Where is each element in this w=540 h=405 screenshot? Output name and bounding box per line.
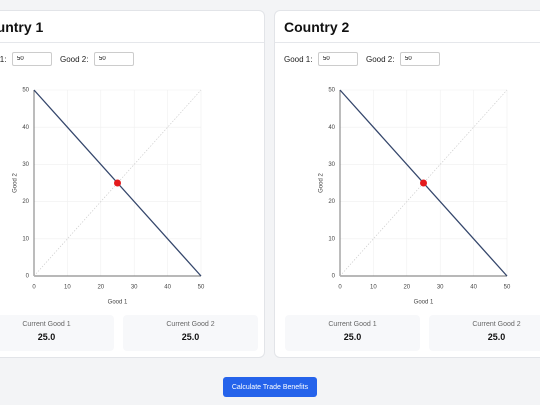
x-tick-label: 0 [338,285,342,291]
ppf-chart: 0 10 20 30 40 50 0 10 20 30 40 50 Good 1 Good 2 [13,88,205,306]
stat-box: Current Good 2 25.0 [429,315,540,351]
x-tick-label: 50 [504,285,511,291]
x-axis-label: Good 1 [108,300,128,306]
diagonal-line [33,89,202,277]
current-point [420,179,427,187]
y-tick-label: 10 [328,236,335,242]
x-tick-label: 0 [32,285,36,291]
stat-label: Current Good 2 [472,321,521,328]
stat-box: Current Good 1 25.0 [0,315,114,351]
input-label: Good 1: [0,55,7,64]
good-input[interactable] [12,52,52,66]
stat-value: 25.0 [181,332,200,342]
x-axis-label: Good 1 [414,300,434,306]
y-tick-label: 50 [22,88,29,94]
x-tick-label: 10 [64,285,71,291]
x-tick-label: 20 [403,285,410,291]
y-tick-label: 20 [22,199,29,205]
input-label: Good 2: [60,55,89,64]
stat-label: Current Good 2 [166,321,215,328]
y-tick-label: 30 [22,162,29,168]
panel-title: Country 2 [284,19,350,35]
input-label: Good 2: [366,55,395,64]
x-tick-label: 30 [437,285,444,291]
good-input[interactable] [94,52,134,66]
header-divider [275,42,540,43]
y-tick-label: 0 [26,274,30,280]
input-label: Good 1: [284,55,313,64]
y-tick-label: 40 [328,125,335,131]
y-tick-label: 20 [328,199,335,205]
stat-box: Current Good 2 25.0 [123,315,258,351]
y-tick-label: 10 [22,236,29,242]
y-axis-label: Good 2 [13,172,19,192]
x-tick-label: 20 [97,285,104,291]
stat-box: Current Good 1 25.0 [285,315,420,351]
x-tick-label: 40 [164,285,171,291]
stat-label: Current Good 1 [22,321,71,328]
x-tick-label: 10 [370,285,377,291]
x-tick-label: 50 [198,285,205,291]
panel-title: Country 1 [0,19,44,35]
good-input[interactable] [400,52,440,66]
ppf-chart: 0 10 20 30 40 50 0 10 20 30 40 50 Good 1 Good 2 [319,88,511,306]
y-tick-label: 50 [328,88,335,94]
stat-label: Current Good 1 [328,321,377,328]
x-tick-label: 30 [131,285,138,291]
y-axis-label: Good 2 [319,172,325,192]
stat-value: 25.0 [343,332,362,342]
header-divider [0,42,264,43]
country-panel: Country 1 Good 1: Good 2: 0 10 20 30 40 50 0 10 20 3… [0,10,265,358]
diagonal-line [339,89,508,277]
stat-value: 25.0 [37,332,56,342]
y-tick-label: 0 [332,274,336,280]
y-tick-label: 40 [22,125,29,131]
stat-value: 25.0 [487,332,506,342]
good-input[interactable] [318,52,358,66]
x-tick-label: 40 [470,285,477,291]
calculate-button[interactable]: Calculate Trade Benefits [223,377,317,397]
current-point [114,179,121,187]
y-tick-label: 30 [328,162,335,168]
country-panel: Country 2 Good 1: Good 2: 0 10 20 30 40 50 0 10 20 3… [274,10,540,358]
